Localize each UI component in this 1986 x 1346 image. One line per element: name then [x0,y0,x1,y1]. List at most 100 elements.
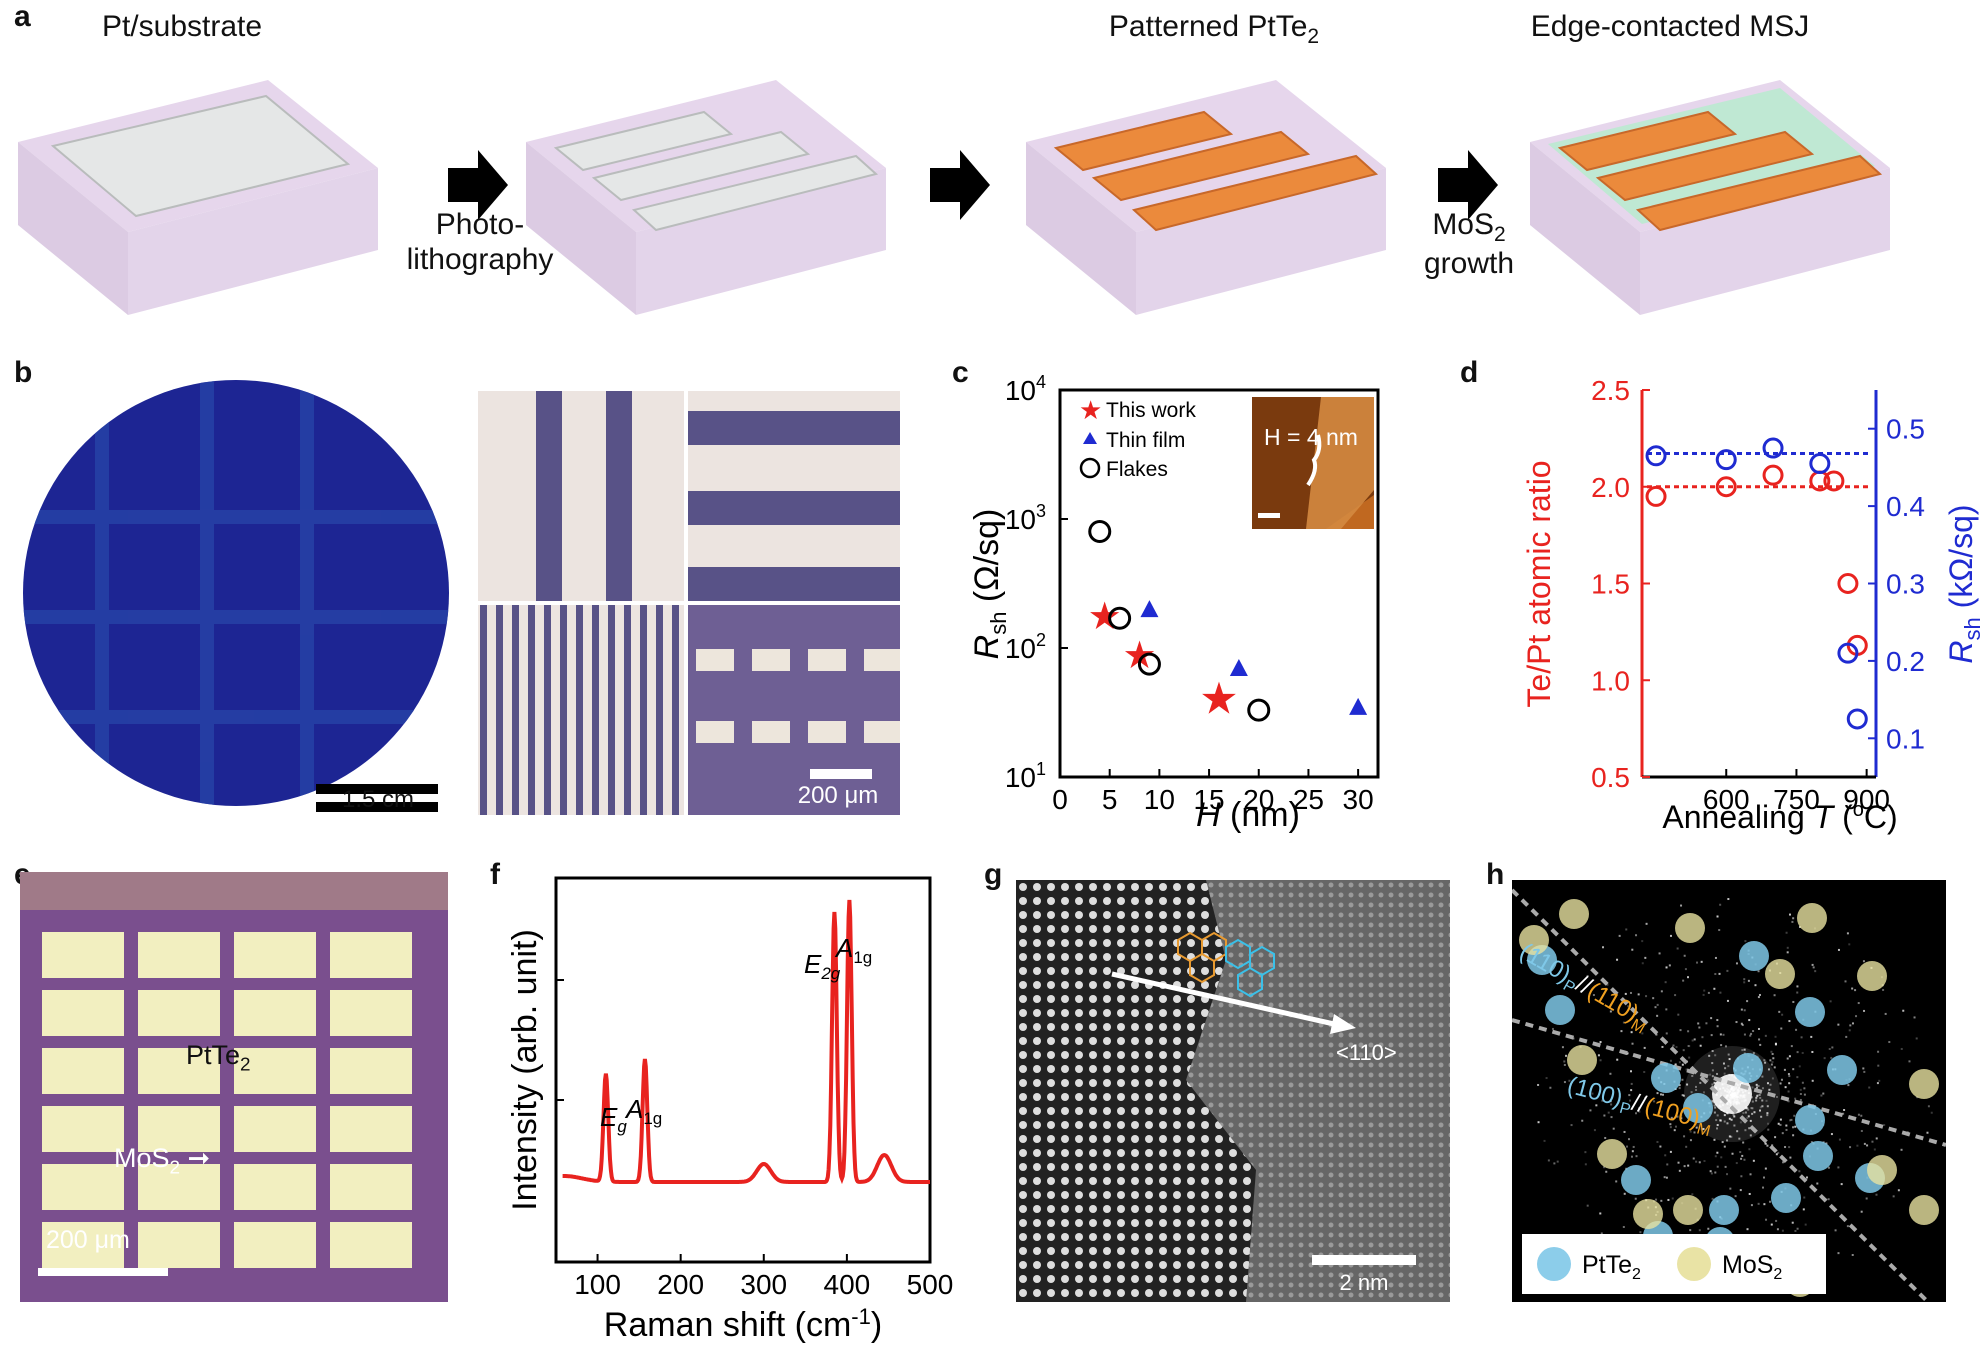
ptte2-spot [1771,1183,1801,1213]
legend-flakes: Flakes [1106,458,1168,481]
x-tick-label: 30 [1343,784,1374,815]
ptte2-spot [1651,1063,1681,1093]
y-tick-label-right: 0.2 [1886,646,1925,677]
electrode-pad [42,1164,124,1210]
x-tick-label: 300 [740,1269,787,1300]
y-tick-label-left: 2.5 [1591,375,1630,406]
x-tick-label: 15 [1193,784,1224,815]
electrode-pad [234,990,316,1036]
ptte2-spot [1621,1165,1651,1195]
svg-text:Eg: Eg [600,1102,627,1136]
panel-label-d: d [1460,356,1479,389]
ptte2-icon [1537,1247,1571,1281]
electrode-pad [42,1048,124,1094]
ptte2-spot [1709,1195,1739,1225]
electrode-pad [330,1048,412,1094]
electrode-pad [138,1164,220,1210]
arrow-icon [930,150,990,220]
svg-text:A1g: A1g [624,1094,662,1128]
y-tick-label-right: 0.4 [1886,491,1925,522]
data-point [1846,708,1868,730]
y-axis-label: Rsh (Ω/sq) [968,509,1011,660]
micrograph-quad [478,391,900,815]
electrode-pad [138,1106,220,1152]
electrode-pad [42,932,124,978]
ptte2-spot [1795,1105,1825,1135]
tem-image: <110> 2 nm [1016,880,1450,1302]
panel-label-b: b [14,356,33,389]
mos2-spot [1519,925,1549,955]
y-tick-label-left: 1.0 [1591,665,1630,696]
data-point [1762,464,1784,486]
electrode-pad [42,990,124,1036]
stage-pt-substrate [18,80,378,315]
electrode-pad [330,990,412,1036]
stage-title-edge-contacted-msj: Edge-contacted MSJ [1530,10,1810,43]
y-tick-label: 104 [1005,372,1046,406]
electrode-pad [234,1106,316,1152]
electrode-pad [234,1164,316,1210]
fft-pattern: (110)P//(110)M (100)P//(100)M PtTe2 MoS2 [1512,880,1946,1302]
circle-icon [1079,457,1101,479]
mos2-spot [1567,1045,1597,1075]
ptte2-spot [1795,997,1825,1027]
ptte2-spot [1739,941,1769,971]
x-tick-label: 0 [1052,784,1068,815]
electrode-pad [330,1106,412,1152]
mos2-spot [1909,1195,1939,1225]
mos2-spot [1909,1069,1939,1099]
legend: ★ This work Thin film Flakes [1079,395,1196,481]
ptte2-spot [1803,1141,1833,1171]
data-point [1837,573,1859,594]
y-tick-label-left: 0.5 [1591,762,1630,793]
step-label-mos2-growth: MoS2 growth [1423,208,1515,281]
mos2-spot [1675,913,1705,943]
data-point-thin-film [1229,658,1248,676]
ptte2-spot [1545,995,1575,1025]
svg-text:PtTe2: PtTe2 [1582,1251,1641,1283]
scale-label-e: 200 μm [46,1226,130,1254]
mos2-spot [1867,1155,1897,1185]
data-point-flakes [1108,606,1132,630]
x-axis-label: Annealing T (oC) [1662,799,1897,835]
data-point [1762,437,1784,459]
mos2-spot [1597,1139,1627,1169]
scale-label-wafer: 1.5 cm [341,786,415,813]
y-axis-label: Intensity (arb. unit) [506,929,544,1211]
stage-title-patterned-ptte2: Patterned PtTe2 [1108,10,1320,48]
data-point [1837,642,1859,664]
plot-frame [1058,388,1380,779]
data-point [1809,453,1831,475]
raman-spectrum-line [562,899,930,1185]
svg-text:MoS2: MoS2 [1722,1251,1782,1283]
y-tick-label-right: 0.5 [1886,414,1925,445]
electrode-pad [138,932,220,978]
scale-bar-wafer-bar [316,784,438,794]
electrode-pad [330,932,412,978]
x-tick-label: 200 [657,1269,704,1300]
mos2-spot [1797,903,1827,933]
electrode-pad [234,1222,316,1268]
mos2-spot [1559,899,1589,929]
legend-thin-film: Thin film [1106,429,1185,452]
x-tick-label: 600 [1703,784,1750,815]
direction-label: <110> [1336,1040,1397,1065]
star-icon: ★ [1079,395,1102,425]
data-point [1715,476,1737,498]
y-tick-label: 103 [1005,501,1046,535]
x-tick-label: 100 [574,1269,621,1300]
micrograph-e [20,872,448,1302]
x-tick-label: 10 [1144,784,1175,815]
y-axis-label-right: Rsh (kΩ/sq) [1943,504,1985,663]
ptte2-spot [1683,1093,1713,1123]
stage-patterned-ptte2 [1026,80,1386,315]
y-tick-label-left: 1.5 [1591,569,1630,600]
mos2-icon [1677,1247,1711,1281]
data-point-this-work: ★ [1199,674,1238,723]
stage-photolithography [526,80,886,315]
data-point-flakes [1247,698,1271,722]
data-point-this-work: ★ [1088,596,1122,638]
inset-label: H = 4 nm [1264,424,1358,450]
ptte2-spot [1827,1055,1857,1085]
